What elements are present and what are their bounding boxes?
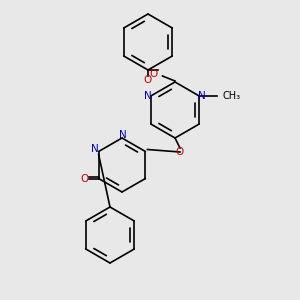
Text: O: O bbox=[80, 173, 89, 184]
Text: N: N bbox=[198, 91, 206, 101]
Text: N: N bbox=[91, 145, 98, 154]
Text: N: N bbox=[144, 91, 152, 101]
Text: O: O bbox=[176, 147, 184, 157]
Text: O: O bbox=[149, 69, 158, 79]
Text: O: O bbox=[144, 75, 152, 85]
Text: CH₃: CH₃ bbox=[222, 91, 240, 101]
Text: N: N bbox=[119, 130, 127, 140]
